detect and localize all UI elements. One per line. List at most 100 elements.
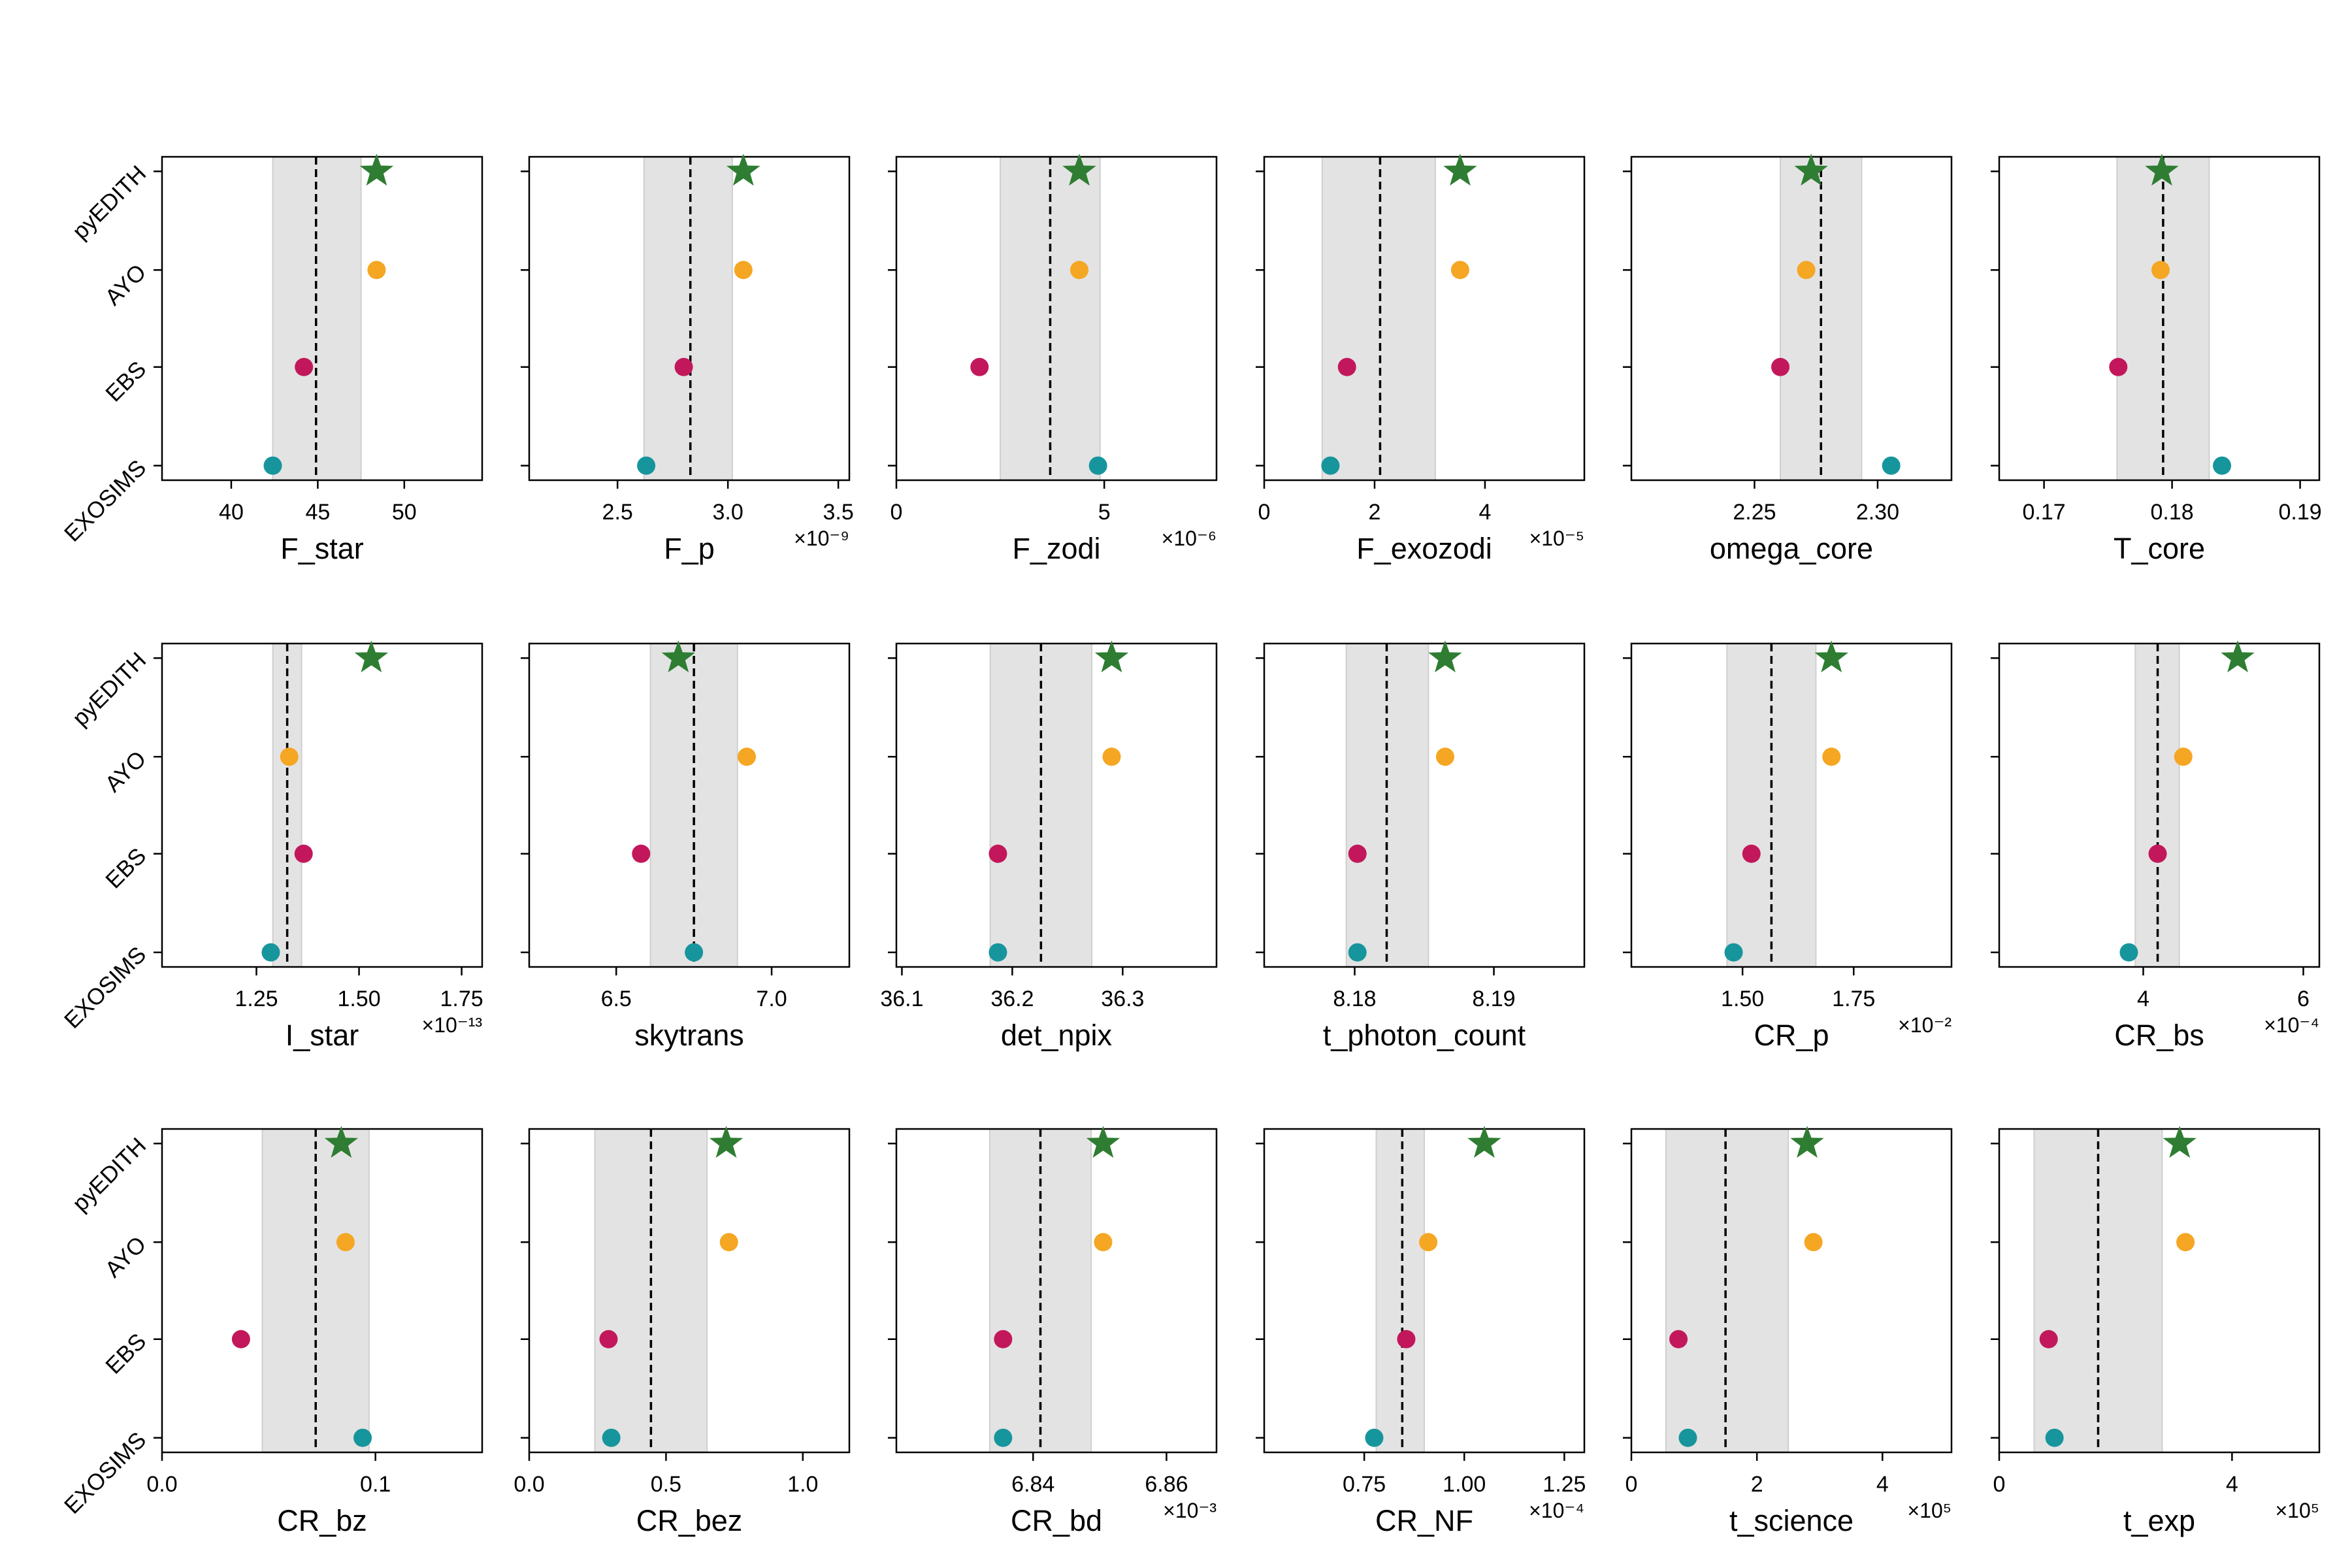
spread-band [1321, 156, 1436, 481]
x-scale-exponent: ×10⁵ [1907, 1499, 1952, 1522]
x-scale-exponent: ×10⁻⁹ [794, 527, 849, 550]
point-EBS [1742, 844, 1761, 863]
subplot-skytrans: 6.5 7.0 skytrans [521, 640, 851, 1052]
y-tick-label-pyEDITH: pyEDITH [67, 1133, 151, 1217]
point-EBS [994, 1330, 1013, 1348]
point-EXOSIMS [263, 456, 282, 475]
x-tick-label: 2.25 [1733, 500, 1776, 525]
point-pyEDITH [1467, 1126, 1501, 1158]
x-tick-label: 0.18 [2151, 500, 2194, 525]
point-EXOSIMS [685, 943, 704, 962]
x-axis-label: T_core [2114, 532, 2205, 565]
point-AYO [367, 261, 386, 280]
point-AYO [1435, 747, 1454, 766]
axes-frame [161, 1128, 483, 1454]
spread-band [1375, 1128, 1425, 1453]
point-EBS [632, 844, 651, 863]
x-tick-label: 8.19 [1472, 987, 1515, 1011]
x-tick-label: 1.00 [1443, 1472, 1486, 1497]
point-EXOSIMS [1088, 456, 1107, 475]
x-scale-exponent: ×10⁻³ [1163, 1499, 1217, 1522]
subplot-CR_bd: 6.84 6.86 CR_bd ×10⁻³ [888, 1126, 1218, 1537]
point-EXOSIMS [1882, 456, 1901, 475]
point-AYO [738, 747, 757, 766]
x-tick-label: 0 [1258, 500, 1271, 525]
point-pyEDITH [359, 154, 394, 186]
axes-frame [1263, 1128, 1586, 1454]
subplot-CR_bz: 0.0 0.1 pyEDITH AYO EBS EXOSIMS CR_bz [59, 1126, 483, 1537]
x-tick-label: 0.1 [360, 1472, 391, 1497]
point-EXOSIMS [1724, 943, 1743, 962]
y-tick-label-pyEDITH: pyEDITH [67, 647, 151, 731]
x-tick-label: 2 [1751, 1472, 1763, 1497]
point-EBS [1348, 844, 1367, 863]
x-tick-label: 0.0 [146, 1472, 177, 1497]
subplot-t_science: 0 2 4 t_science ×10⁵ [1623, 1126, 1953, 1537]
point-EBS [988, 844, 1007, 863]
x-tick-label: 4 [2137, 987, 2149, 1011]
x-scale-exponent: ×10⁻¹³ [422, 1013, 483, 1037]
x-tick-label: 0.17 [2023, 500, 2066, 525]
x-axis-label: t_science [1729, 1504, 1854, 1537]
y-tick-label-AYO: AYO [100, 259, 151, 310]
point-AYO [1822, 747, 1841, 766]
y-tick-label-AYO: AYO [100, 1232, 151, 1282]
subplot-F_star: 40 45 50 pyEDITH AYO EBS EXOSIMS F_star [59, 154, 483, 565]
x-tick-label: 6.86 [1145, 1472, 1188, 1497]
point-pyEDITH [1062, 154, 1096, 186]
point-EBS [970, 357, 989, 376]
x-scale-exponent: ×10⁻² [1898, 1013, 1952, 1037]
x-scale-exponent: ×10⁻⁵ [1529, 527, 1584, 550]
point-EXOSIMS [2119, 943, 2138, 962]
subplot-I_star: 1.25 1.50 1.75 pyEDITH AYO EBS EXOSIMS I_star ×1… [59, 640, 483, 1052]
point-AYO [1070, 261, 1088, 280]
point-AYO [1804, 1233, 1823, 1252]
axes-frame [161, 642, 483, 968]
point-EBS [2039, 1330, 2058, 1348]
y-tick-label-EBS: EBS [101, 1328, 151, 1379]
axes-frame [1998, 155, 2321, 482]
axes-frame [1998, 1128, 2321, 1454]
point-EXOSIMS [637, 456, 656, 475]
x-tick-label: 40 [219, 500, 244, 525]
subplot-CR_NF: 0.75 1.00 1.25 CR_NF ×10⁻⁴ [1256, 1126, 1586, 1537]
x-axis-label: CR_p [1754, 1019, 1829, 1052]
x-axis-label: I_star [286, 1019, 359, 1052]
point-EXOSIMS [261, 943, 280, 962]
point-pyEDITH [354, 640, 389, 673]
x-tick-label: 1.0 [787, 1472, 818, 1497]
point-pyEDITH [1814, 640, 1848, 673]
point-EBS [294, 844, 313, 863]
x-tick-label: 1.75 [1832, 987, 1875, 1011]
y-tick-label-EXOSIMS: EXOSIMS [59, 941, 151, 1033]
x-scale-exponent: ×10⁻⁴ [1529, 1499, 1584, 1522]
point-AYO [1094, 1233, 1113, 1252]
point-EBS [1771, 357, 1790, 376]
point-pyEDITH [1086, 1126, 1120, 1158]
point-EBS [231, 1330, 250, 1348]
x-axis-label: CR_bs [2114, 1019, 2204, 1052]
x-axis-label: t_exp [2123, 1504, 2195, 1537]
x-tick-label: 0.19 [2279, 500, 2322, 525]
subplot-F_p: 2.5 3.0 3.5 F_p ×10⁻⁹ [521, 154, 854, 565]
x-tick-label: 36.2 [990, 987, 1034, 1011]
y-tick-label-AYO: AYO [100, 746, 151, 797]
x-tick-label: 1.50 [337, 987, 380, 1011]
x-tick-label: 4 [1478, 500, 1491, 525]
x-axis-label: F_star [280, 532, 364, 565]
subplot-t_exp: 0 4 t_exp ×10⁵ [1991, 1126, 2321, 1537]
subplot-omega_core: 2.25 2.30 omega_core [1623, 154, 1953, 565]
x-axis-label: CR_bz [277, 1504, 367, 1537]
point-pyEDITH [2145, 154, 2179, 186]
x-tick-label: 2 [1369, 500, 1381, 525]
subplot-F_exozodi: 0 2 4 F_exozodi ×10⁻⁵ [1256, 154, 1586, 565]
y-tick-label-pyEDITH: pyEDITH [67, 161, 151, 244]
x-tick-label: 1.50 [1721, 987, 1764, 1011]
x-tick-label: 36.1 [880, 987, 923, 1011]
x-tick-label: 0.5 [651, 1472, 681, 1497]
spread-band [1665, 1128, 1789, 1453]
y-tick-label-EBS: EBS [101, 843, 151, 893]
point-EXOSIMS [1321, 456, 1340, 475]
y-tick-label-EBS: EBS [101, 356, 151, 406]
x-tick-label: 0 [1993, 1472, 2006, 1497]
